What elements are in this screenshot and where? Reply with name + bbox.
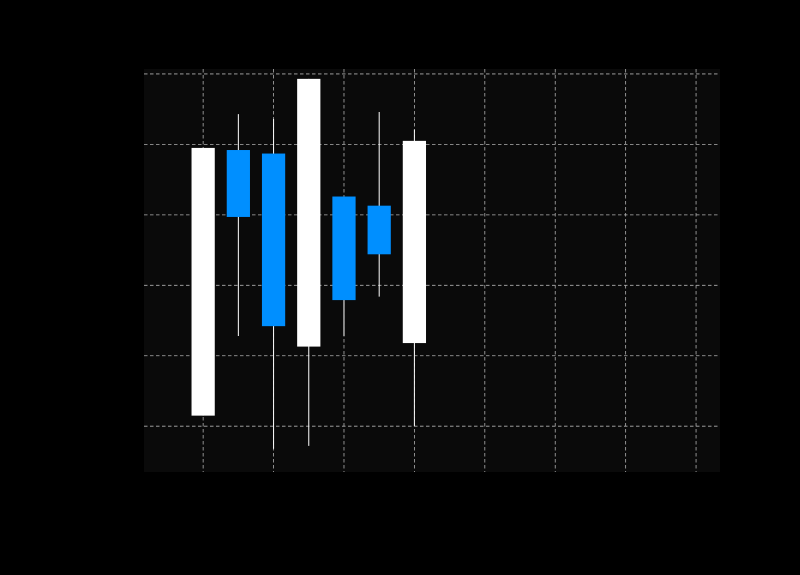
candle: [226, 114, 250, 337]
plot-area: [144, 69, 720, 472]
candle: [261, 119, 286, 449]
candle: [191, 147, 215, 416]
candle-body: [402, 140, 427, 344]
candle-body: [226, 150, 250, 217]
candle-body: [191, 147, 215, 416]
candle: [402, 129, 427, 427]
candle-body: [297, 78, 321, 347]
candle-body: [261, 153, 286, 327]
candle-layer: [191, 78, 427, 449]
candle-body: [332, 196, 356, 301]
candle-body: [367, 205, 391, 255]
candle: [297, 78, 321, 446]
candle: [367, 111, 391, 297]
candle: [332, 196, 356, 337]
